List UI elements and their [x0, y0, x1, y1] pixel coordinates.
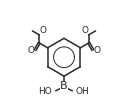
Text: O: O	[27, 46, 34, 55]
Text: O: O	[39, 26, 46, 35]
Text: HO: HO	[38, 87, 52, 96]
Text: OH: OH	[76, 87, 90, 96]
Text: O: O	[94, 46, 101, 55]
Text: B: B	[60, 81, 68, 91]
Text: O: O	[82, 26, 89, 35]
